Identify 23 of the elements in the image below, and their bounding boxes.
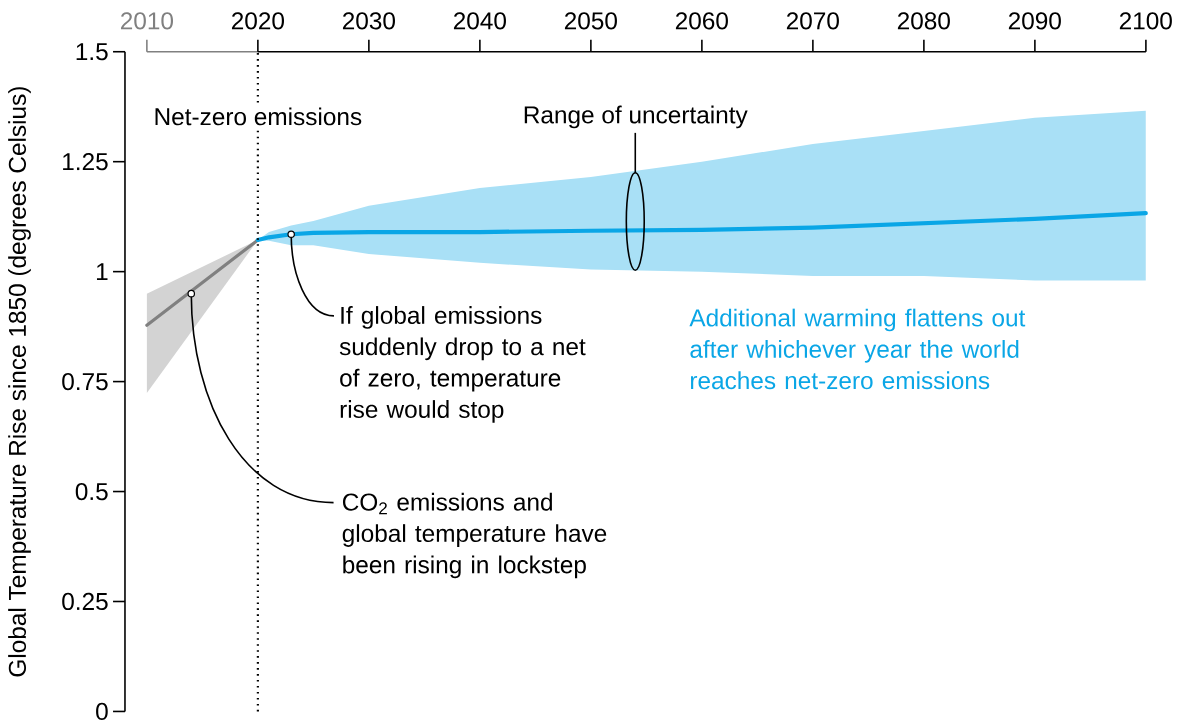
x-tick-label: 2090 <box>1008 12 1061 30</box>
x-tick-label: 2060 <box>675 12 728 30</box>
x-tick-label: 2050 <box>564 12 617 30</box>
y-tick-label: 0 <box>96 702 108 720</box>
annotation: Range of uncertainty <box>524 105 748 129</box>
y-tick-label: 0.25 <box>62 592 108 611</box>
x-tick-label: 2020 <box>231 12 285 30</box>
x-tick-label: 2010 <box>120 12 174 30</box>
x-tick-label: 2080 <box>897 12 950 30</box>
y-axis-title: Global Temperature Rise since 1850 (degrees Celsius) <box>8 87 31 677</box>
y-tick-label: 0.75 <box>62 372 108 391</box>
y-tick-label: 0.5 <box>75 482 108 501</box>
x-tick-label: 2040 <box>453 12 506 30</box>
annotation: Additional warming flattens out after whichever year the world reaches net-zero emissions <box>689 308 1026 390</box>
y-tick-label: 1 <box>96 263 108 280</box>
annotation: If global emissions suddenly drop to a net of zero, temperature rise would stop <box>339 306 586 423</box>
annotation: CO$_{2}$ emissions and global temperature have been rising in lockstep <box>342 492 607 579</box>
x-tick-label: 2100 <box>1119 12 1172 30</box>
y-tick-label: 1.25 <box>63 152 108 171</box>
ref-line-label: Net-zero emissions <box>155 107 362 126</box>
x-tick-label: 2030 <box>342 12 395 30</box>
y-tick-label: 1.5 <box>76 43 108 61</box>
x-tick-label: 2070 <box>786 12 839 30</box>
